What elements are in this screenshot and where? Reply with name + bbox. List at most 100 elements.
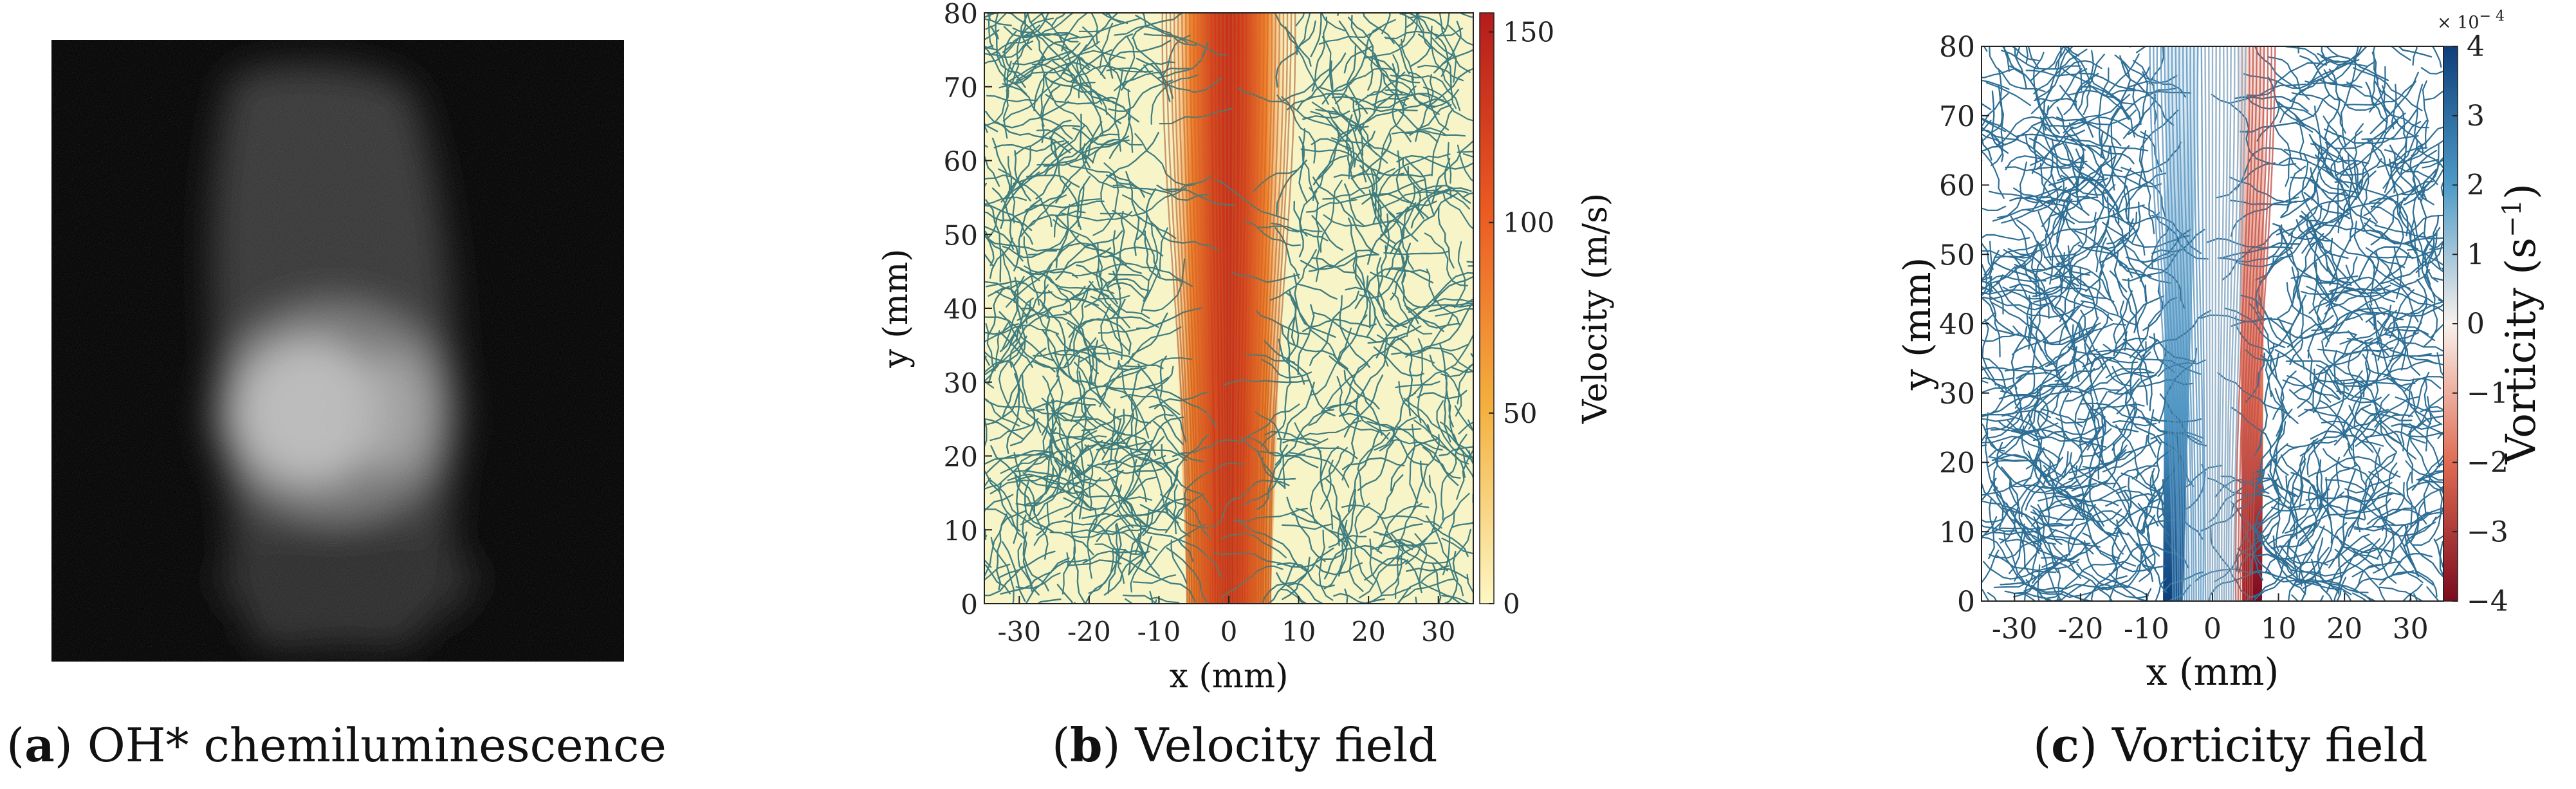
streamline [1078, 318, 1132, 355]
streamline [1141, 227, 1168, 313]
streamline [2269, 461, 2299, 498]
streamline [1365, 13, 1418, 59]
plot-area [984, 13, 1473, 604]
streamline [1054, 242, 1142, 274]
streamline [1363, 13, 1395, 44]
streamline [1982, 516, 1998, 539]
streamline [1435, 308, 1473, 317]
streamline [1405, 344, 1468, 358]
streamline [984, 24, 1041, 65]
streamline [2254, 353, 2279, 456]
x-axis-label: x (mm) [2146, 650, 2279, 694]
streamline [2277, 317, 2357, 339]
streamline [2306, 381, 2345, 476]
x-tick-label: 30 [1421, 616, 1455, 647]
streamline [2334, 120, 2398, 177]
streamline [2283, 149, 2369, 164]
streamline [2014, 516, 2042, 582]
streamline [2382, 140, 2428, 189]
streamline [2308, 456, 2341, 535]
streamline [2035, 196, 2075, 225]
y-tick-label: 0 [1957, 586, 1975, 618]
streamline [1982, 444, 1987, 447]
streamline [2043, 330, 2092, 346]
streamline [2301, 153, 2321, 228]
streamline [2416, 149, 2443, 169]
streamline [2379, 214, 2440, 284]
streamline [1073, 285, 1090, 355]
streamline [2363, 181, 2434, 217]
jet-streamline [2214, 46, 2217, 601]
streamline [1404, 130, 1466, 137]
streamline [1982, 518, 2005, 523]
streamline [1134, 133, 1195, 187]
streamline [2248, 523, 2312, 560]
jet-streamline [2185, 46, 2197, 601]
streamline [1425, 515, 1469, 557]
streamline [2335, 276, 2387, 302]
streamline [2429, 46, 2434, 48]
streamline [2084, 234, 2128, 292]
y-tick-label: 10 [1939, 516, 1975, 549]
streamline [2344, 470, 2398, 494]
streamline [1238, 404, 1300, 444]
streamline [1055, 230, 1123, 281]
streamline [2355, 414, 2413, 447]
streamline [2010, 428, 2106, 448]
streamline [2439, 541, 2443, 578]
streamline [2113, 295, 2165, 357]
streamline [1087, 464, 1134, 512]
streamline [1116, 299, 1126, 360]
streamline [1036, 13, 1074, 38]
streamline [1403, 398, 1473, 459]
streamline [1983, 561, 2057, 580]
streamline [1392, 63, 1412, 143]
streamline [1040, 53, 1094, 138]
streamline [2286, 440, 2337, 449]
streamline [1348, 430, 1380, 512]
streamline [2332, 492, 2402, 515]
streamline [2384, 120, 2427, 193]
streamline [2368, 319, 2409, 391]
streamline [2155, 577, 2167, 601]
streamline [1456, 419, 1473, 500]
colorbar-tick-label: 0 [2467, 308, 2485, 340]
streamline [2343, 71, 2419, 106]
streamline [2075, 154, 2117, 188]
jet-streamline [1177, 13, 1198, 604]
streamline [2010, 46, 2039, 62]
streamline [2342, 498, 2391, 514]
streamline [1982, 319, 1996, 386]
streamline [1390, 74, 1461, 111]
y-tick-label: 40 [944, 293, 978, 325]
streamline [1309, 447, 1348, 523]
streamline [2402, 415, 2443, 429]
streamline [984, 397, 1045, 411]
streamline [1982, 435, 2061, 461]
streamline [1311, 257, 1356, 274]
streamline [2397, 46, 2433, 58]
streamline [2007, 208, 2068, 256]
streamline [1437, 206, 1455, 269]
streamline [1417, 338, 1424, 423]
streamline [1002, 83, 1073, 140]
streamline [1220, 565, 1283, 599]
streamline [2214, 478, 2274, 498]
streamline [2025, 459, 2051, 511]
streamline [2112, 209, 2147, 302]
streamline [1312, 155, 1347, 185]
streamline [2406, 471, 2413, 528]
streamline [1318, 127, 1355, 180]
streamline [1132, 13, 1184, 39]
streamline [2295, 219, 2328, 272]
streamline [1107, 523, 1122, 594]
jet-streamline [1257, 13, 1276, 604]
y-axis-label: y (mm) [877, 248, 915, 368]
streamline [1051, 125, 1081, 158]
streamline [1368, 58, 1403, 95]
streamline [2429, 259, 2443, 338]
streamline [1040, 74, 1045, 127]
streamline [2382, 462, 2398, 531]
streamline [1114, 25, 1189, 44]
streamline [1442, 492, 1470, 575]
